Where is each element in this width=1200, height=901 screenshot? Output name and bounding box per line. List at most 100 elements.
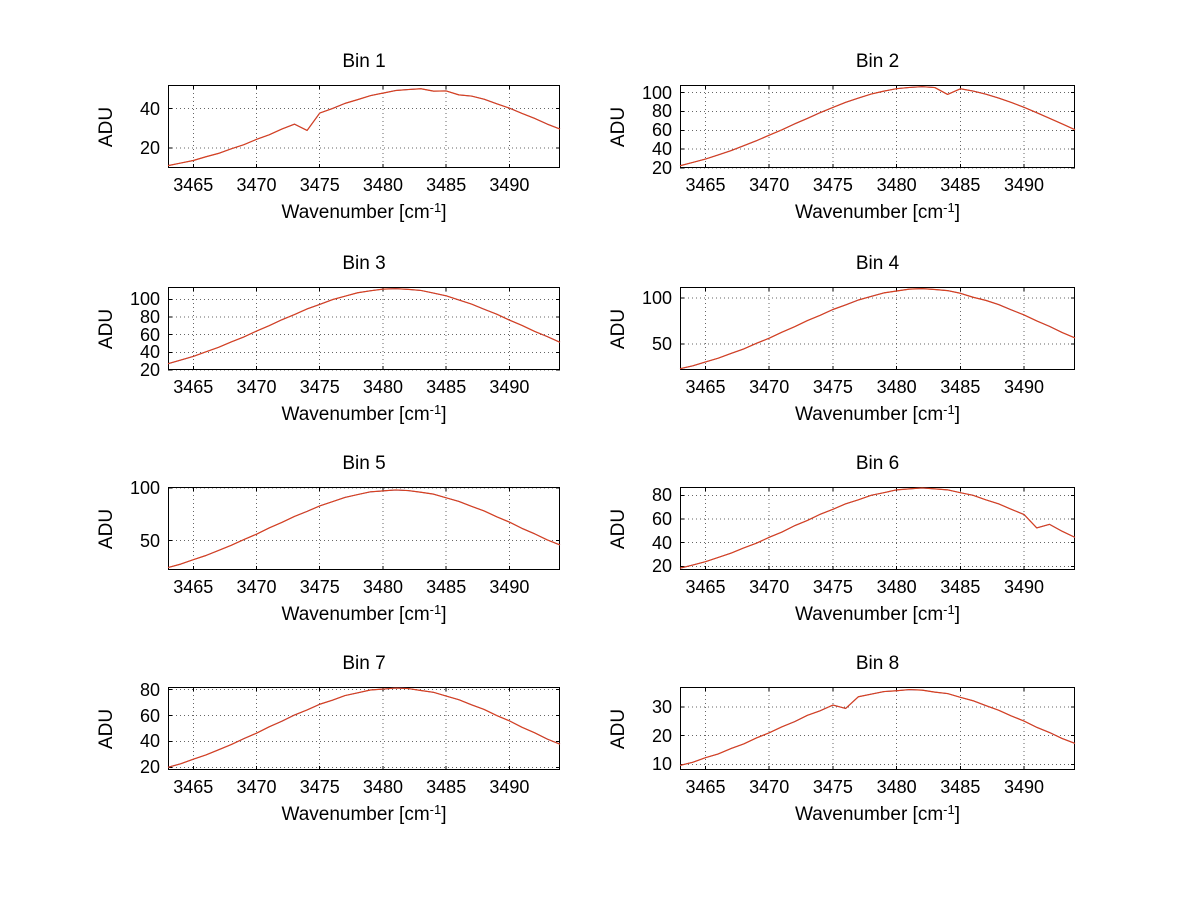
y-tick-label: 20: [651, 556, 672, 577]
y-tick-label: 80: [651, 485, 672, 506]
spectrum-line: [679, 688, 1076, 767]
x-tick-label: 3485: [940, 577, 981, 597]
y-tick-label: 40: [139, 98, 160, 119]
x-tick-label: 3490: [489, 377, 530, 397]
axes-box: [168, 287, 560, 370]
panel-title: Bin 2: [855, 51, 900, 72]
x-tick-label: 3480: [876, 777, 917, 797]
x-axis-label-part: ]: [954, 604, 960, 625]
x-tick-label: 3475: [299, 577, 340, 597]
x-axis-label: Wavenumber [cm-1]: [680, 602, 1075, 626]
x-tick-label: 3485: [426, 777, 467, 797]
panel-plot-area: [167, 85, 561, 168]
x-tick-label: 3480: [362, 175, 403, 195]
x-tick-label: 3465: [173, 577, 214, 597]
x-tick-label: 3475: [812, 377, 853, 397]
x-axis-label-part: Wavenumber [cm: [794, 202, 944, 223]
x-axis-label-part: -1: [429, 802, 442, 817]
panel-title: Bin 6: [855, 453, 900, 474]
x-tick-label: 3490: [489, 577, 530, 597]
x-axis-label: Wavenumber [cm-1]: [168, 602, 560, 626]
x-axis-label: Wavenumber [cm-1]: [680, 200, 1075, 224]
spectrum-line: [167, 288, 561, 365]
panel-plot-area: [167, 287, 561, 371]
spectrum-underlay-line: [167, 687, 561, 768]
y-tick-label: 40: [651, 139, 672, 160]
x-tick-label: 3470: [236, 175, 277, 195]
spectrum-underlay-line: [679, 689, 1076, 766]
y-tick-label: 60: [139, 705, 160, 726]
y-tick-label: 40: [651, 532, 672, 553]
x-axis-label-part: ]: [441, 804, 447, 825]
y-tick-label: 20: [139, 757, 160, 778]
panel-title: Bin 4: [855, 253, 900, 274]
panel-plot-area: [167, 687, 561, 770]
x-tick-label: 3480: [362, 777, 403, 797]
x-axis-label-part: Wavenumber [cm: [281, 404, 430, 425]
x-axis-label-part: ]: [441, 604, 447, 625]
axes-box: [680, 687, 1075, 770]
x-tick-label: 3475: [299, 175, 340, 195]
x-tick-label: 3465: [685, 777, 726, 797]
spectrum-line: [167, 687, 561, 768]
x-tick-label: 3480: [876, 377, 917, 397]
x-axis-label-part: Wavenumber [cm: [281, 804, 430, 825]
x-axis-label-part: Wavenumber [cm: [281, 202, 430, 223]
x-tick-label: 3465: [173, 377, 214, 397]
x-tick-label: 3490: [1004, 175, 1045, 195]
x-tick-label: 3485: [940, 175, 981, 195]
spectrum-line: [679, 288, 1076, 370]
x-tick-label: 3490: [1004, 777, 1045, 797]
x-tick-label: 3470: [749, 577, 790, 597]
axes-box: [680, 85, 1075, 168]
axes-box: [168, 85, 560, 168]
x-axis-label: Wavenumber [cm-1]: [680, 402, 1075, 426]
x-tick-label: 3470: [749, 175, 790, 195]
x-tick-label: 3480: [876, 577, 917, 597]
x-axis-label: Wavenumber [cm-1]: [168, 402, 560, 426]
spectrum-line: [167, 88, 561, 167]
x-tick-label: 3485: [940, 777, 981, 797]
x-tick-label: 3475: [299, 777, 340, 797]
x-axis-label: Wavenumber [cm-1]: [168, 200, 560, 224]
x-tick-label: 3470: [236, 377, 277, 397]
y-tick-label: 10: [651, 754, 672, 775]
x-axis-label-part: -1: [943, 200, 955, 215]
x-tick-label: 3480: [876, 175, 917, 195]
x-tick-label: 3465: [173, 777, 214, 797]
x-tick-label: 3490: [1004, 577, 1045, 597]
x-tick-label: 3465: [685, 175, 726, 195]
x-tick-label: 3470: [749, 377, 790, 397]
spectrum-underlay-line: [167, 489, 561, 569]
panel-plot-area: [167, 487, 561, 570]
x-axis-label-part: ]: [954, 202, 960, 223]
x-axis-label-part: ]: [441, 404, 447, 425]
panel-title: Bin 8: [855, 653, 900, 674]
x-tick-label: 3465: [685, 577, 726, 597]
spectrum-underlay-line: [167, 88, 561, 167]
y-tick-label: 80: [651, 101, 672, 122]
spectrum-line: [679, 487, 1076, 569]
spectrum-underlay-line: [679, 288, 1076, 370]
x-axis-label-part: -1: [429, 200, 442, 215]
x-axis-label-part: ]: [954, 404, 960, 425]
x-axis-label: Wavenumber [cm-1]: [680, 802, 1075, 826]
y-tick-label: 20: [139, 138, 160, 159]
spectrum-line: [167, 489, 561, 569]
x-tick-label: 3480: [362, 577, 403, 597]
x-tick-label: 3465: [173, 175, 214, 195]
x-axis-label-part: -1: [943, 602, 955, 617]
y-tick-label: 100: [129, 289, 160, 310]
y-tick-label: 50: [139, 530, 160, 551]
x-axis-label-part: ]: [954, 804, 960, 825]
x-axis-label-part: -1: [429, 602, 442, 617]
y-tick-label: 80: [139, 679, 160, 700]
y-tick-label: 100: [129, 478, 160, 499]
x-tick-label: 3480: [362, 377, 403, 397]
x-axis-label-part: Wavenumber [cm: [794, 804, 944, 825]
spectrum-underlay-line: [679, 86, 1076, 167]
x-axis-label-part: ]: [441, 202, 447, 223]
y-tick-label: 30: [651, 697, 672, 718]
x-tick-label: 3470: [236, 777, 277, 797]
x-tick-label: 3485: [940, 377, 981, 397]
